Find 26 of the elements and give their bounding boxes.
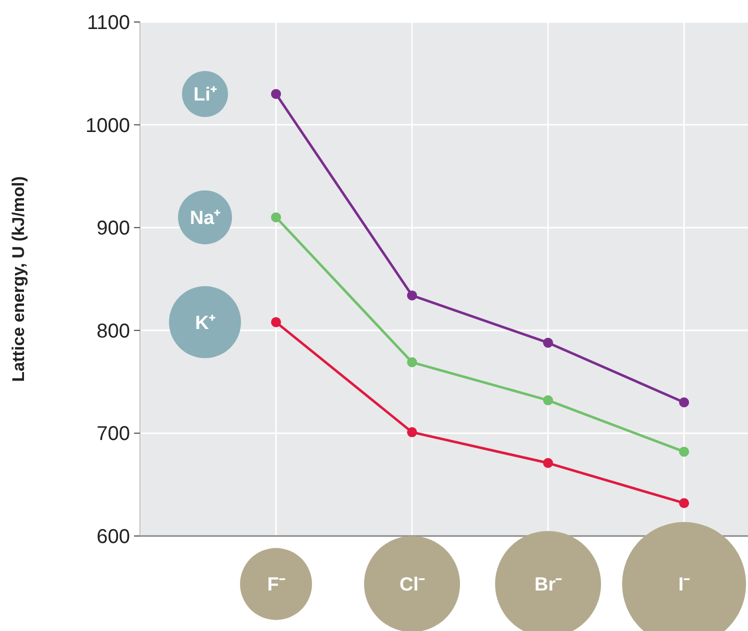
point <box>543 395 554 406</box>
x-tick-label: Br⁻ <box>534 574 563 596</box>
x-tick-label: Cl⁻ <box>400 574 426 596</box>
point <box>679 498 690 508</box>
y-tick-label: 600 <box>96 526 130 548</box>
text: Na⁺ <box>190 208 222 229</box>
y-tick-label: 1000 <box>86 114 130 137</box>
y-tick-label: 800 <box>96 320 130 342</box>
point <box>543 338 554 348</box>
point <box>543 458 554 468</box>
point <box>407 357 418 368</box>
text: Li⁺ <box>194 84 218 106</box>
x-tick-label: I⁻ <box>678 574 691 596</box>
x-tick-label: F⁻ <box>267 574 286 596</box>
y-tick-label: 700 <box>96 423 130 446</box>
point <box>271 212 282 222</box>
point <box>679 397 690 408</box>
point <box>407 427 418 438</box>
y-tick-label: 1100 <box>86 12 130 34</box>
y-tick-label: 900 <box>96 218 130 240</box>
point <box>271 317 282 328</box>
y-axis-title: Lattice energy, U (kJ/mol) <box>9 176 28 382</box>
text: K⁺ <box>195 312 216 334</box>
point <box>679 446 690 457</box>
point <box>407 290 418 300</box>
point <box>271 88 282 99</box>
